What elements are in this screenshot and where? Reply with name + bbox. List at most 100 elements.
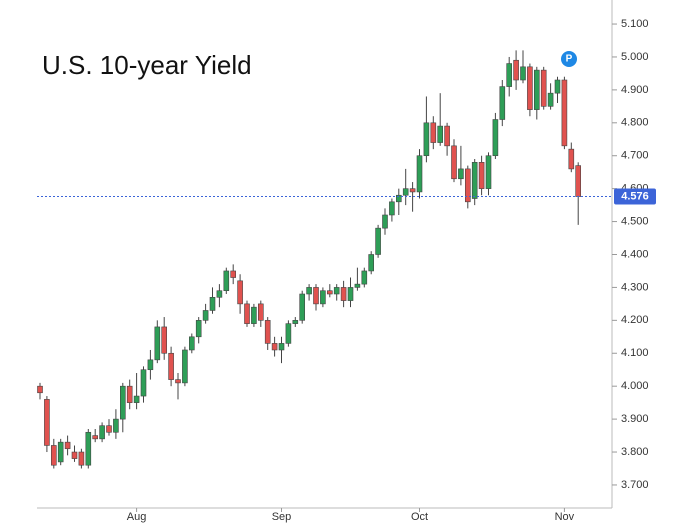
- candle-body: [230, 270, 236, 278]
- candle-body: [147, 359, 154, 371]
- candle-body: [278, 343, 285, 351]
- candle-body: [106, 425, 112, 433]
- candle-body: [120, 385, 126, 420]
- candle-body: [402, 188, 409, 196]
- candle-body: [444, 125, 450, 147]
- candle-body: [64, 441, 71, 450]
- candle-body: [520, 66, 526, 81]
- y-tick-label: 4.800: [621, 117, 649, 129]
- candle-body: [71, 451, 78, 459]
- candle-body: [471, 162, 478, 199]
- x-tick-label: Nov: [555, 511, 575, 523]
- candle-body: [533, 69, 540, 110]
- y-tick-label: 4.100: [621, 347, 649, 359]
- candle-body: [382, 214, 388, 229]
- candle-body: [347, 287, 354, 301]
- candle-body: [306, 287, 312, 295]
- candle-body: [333, 287, 340, 295]
- candle-body: [182, 349, 188, 384]
- y-tick-label: 4.200: [621, 314, 649, 326]
- y-tick-label: 4.400: [621, 248, 649, 260]
- candle-body: [320, 290, 326, 305]
- candle-body: [375, 227, 381, 255]
- candle-body: [527, 66, 533, 110]
- y-tick-label: 4.300: [621, 281, 649, 293]
- candle-body: [292, 320, 299, 324]
- candle-body: [99, 425, 105, 440]
- candle-body: [216, 290, 223, 298]
- candle-body: [437, 125, 444, 143]
- candle-body: [361, 270, 368, 285]
- candle-body: [50, 445, 57, 466]
- badge-label: P: [566, 54, 573, 65]
- candle-body: [568, 148, 575, 170]
- candle-body: [492, 119, 499, 157]
- candle-body: [113, 418, 119, 433]
- candle-body: [458, 168, 464, 180]
- y-tick-label: 3.900: [621, 413, 649, 425]
- candle-body: [168, 352, 174, 380]
- candle-body: [547, 92, 554, 107]
- x-tick-label: Sep: [272, 511, 292, 523]
- candle-body: [554, 79, 561, 94]
- candle-body: [368, 254, 375, 272]
- candle-body: [451, 145, 457, 180]
- last-price-box: [614, 188, 656, 205]
- candle-body: [161, 326, 167, 354]
- candle-body: [340, 287, 347, 301]
- y-tick-label: 4.900: [621, 84, 649, 96]
- candle-body: [575, 165, 582, 197]
- last-price-label: 4.576: [621, 190, 649, 202]
- candle-body: [430, 122, 437, 143]
- candle-body: [92, 435, 98, 440]
- candle-body: [264, 320, 271, 344]
- candle-body: [133, 395, 140, 403]
- candle-body: [126, 385, 133, 403]
- candle-body: [209, 296, 216, 311]
- candle-body: [78, 451, 85, 466]
- candle-body: [44, 399, 50, 446]
- candle-body: [313, 287, 319, 305]
- candle-body: [189, 336, 195, 351]
- candle-body: [499, 86, 506, 120]
- candle-body: [561, 79, 568, 147]
- candle-body: [271, 343, 278, 351]
- candle-body: [389, 201, 395, 216]
- candle-body: [464, 168, 471, 203]
- candle-body: [195, 320, 202, 338]
- y-tick-label: 5.100: [621, 18, 649, 30]
- candle-body: [513, 59, 519, 81]
- candle-body: [395, 194, 402, 203]
- candle-body: [37, 385, 43, 394]
- y-tick-label: 4.700: [621, 150, 649, 162]
- candle-body: [299, 293, 306, 321]
- candle-body: [354, 283, 361, 288]
- chart-title: U.S. 10-year Yield: [42, 50, 252, 80]
- y-tick-label: 3.700: [621, 479, 649, 491]
- y-tick-label: 3.800: [621, 446, 649, 458]
- candle-body: [237, 280, 243, 305]
- x-tick-label: Oct: [411, 511, 428, 523]
- y-tick-label: 4.500: [621, 215, 649, 227]
- x-tick-label: Aug: [127, 511, 147, 523]
- candle-body: [57, 441, 64, 463]
- y-tick-label: 4.000: [621, 380, 649, 392]
- candle-body: [202, 310, 209, 321]
- candle-body: [506, 63, 513, 87]
- candle-body: [223, 270, 230, 292]
- candle-body: [540, 69, 547, 107]
- candle-body: [244, 303, 250, 324]
- badge-circle: [561, 51, 577, 67]
- candle-body: [326, 290, 333, 295]
- candle-body: [478, 162, 485, 189]
- candle-body: [257, 303, 264, 321]
- candle-body: [251, 306, 257, 324]
- candle-body: [140, 369, 147, 397]
- candle-body: [285, 323, 292, 344]
- candle-body: [416, 155, 423, 193]
- candle-body: [154, 326, 161, 361]
- candle-body: [423, 122, 430, 157]
- candle-body: [85, 431, 92, 466]
